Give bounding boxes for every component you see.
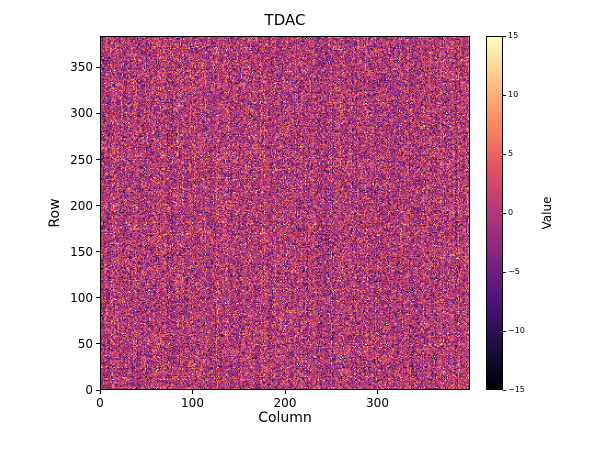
colorbar-gradient <box>487 37 502 389</box>
x-tick-mark <box>192 390 193 394</box>
y-tick-label: 300 <box>70 106 93 121</box>
colorbar-tick-mark <box>503 271 506 273</box>
y-tick-mark <box>96 159 100 161</box>
colorbar-tick-label: 15 <box>508 31 519 40</box>
y-tick-label: 0 <box>85 383 93 397</box>
colorbar <box>486 36 503 390</box>
y-tick-mark <box>96 66 100 68</box>
y-tick-label: 100 <box>70 290 93 305</box>
y-tick-mark <box>96 389 100 391</box>
y-tick-mark <box>96 205 100 207</box>
y-tick-mark <box>96 112 100 114</box>
chart-title: TDAC <box>264 11 306 29</box>
colorbar-tick-mark <box>503 330 506 332</box>
x-tick-mark <box>99 390 101 394</box>
y-tick-label: 200 <box>70 198 93 213</box>
x-tick-label: 100 <box>181 396 204 410</box>
y-tick-label: 250 <box>70 152 93 167</box>
y-tick-mark <box>96 297 100 299</box>
colorbar-label: Value <box>540 196 554 230</box>
colorbar-tick-mark <box>503 212 506 214</box>
y-tick-label: 350 <box>70 60 93 75</box>
colorbar-tick-label: −15 <box>508 385 525 394</box>
x-axis-label: Column <box>258 410 312 426</box>
y-tick-mark <box>96 343 100 345</box>
colorbar-tick-label: 5 <box>508 149 514 158</box>
y-tick-label: 50 <box>77 336 93 351</box>
y-tick-mark <box>96 251 100 253</box>
colorbar-tick-label: 10 <box>508 90 519 99</box>
x-tick-mark <box>284 390 286 394</box>
colorbar-tick-label: 0 <box>508 208 514 217</box>
x-tick-label: 0 <box>96 396 104 410</box>
y-tick-label: 150 <box>70 244 93 259</box>
colorbar-tick-label: −10 <box>508 326 525 335</box>
heatmap-plot <box>100 36 470 390</box>
colorbar-tick-mark <box>503 35 506 37</box>
colorbar-tick-mark <box>503 94 506 96</box>
heatmap-canvas <box>101 37 469 389</box>
x-tick-label: 200 <box>273 396 297 410</box>
colorbar-tick-mark <box>503 389 506 391</box>
x-tick-label: 300 <box>366 396 389 410</box>
colorbar-tick-label: −5 <box>508 267 520 276</box>
colorbar-tick-mark <box>503 153 506 155</box>
x-tick-mark <box>377 390 378 394</box>
